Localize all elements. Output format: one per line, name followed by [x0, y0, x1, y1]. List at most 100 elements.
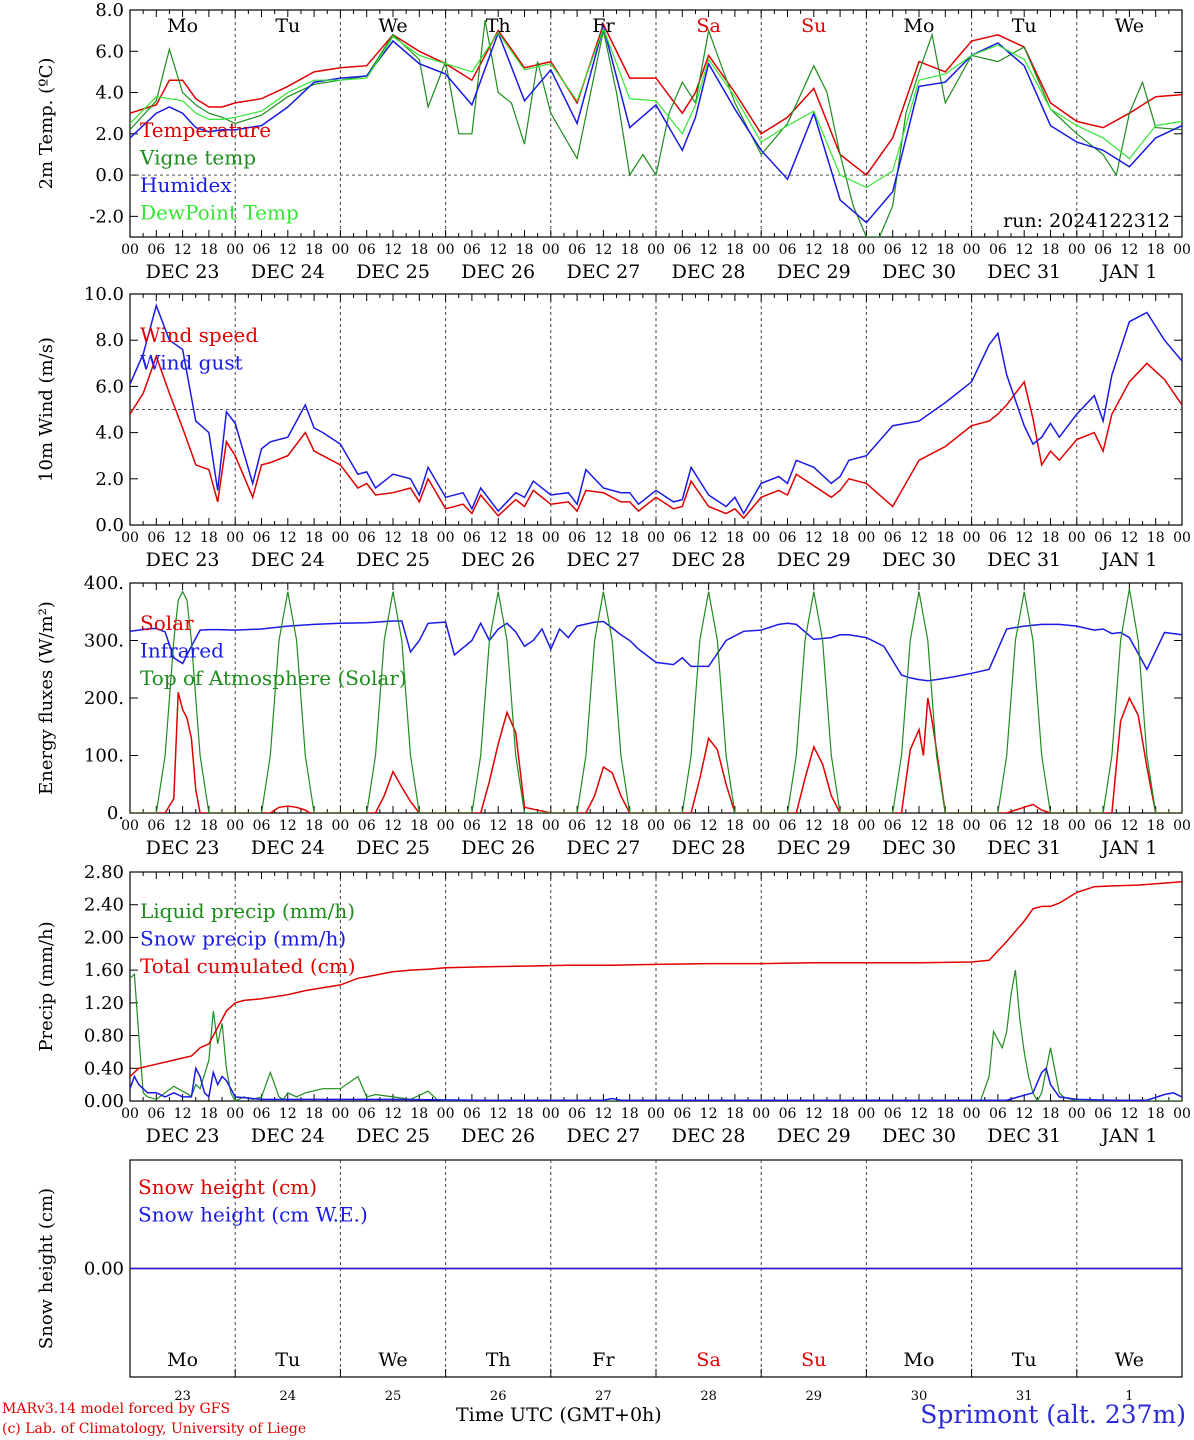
- hour-tick-label: 00: [121, 530, 139, 546]
- hour-tick-label: 18: [726, 530, 744, 546]
- hour-tick-label: 06: [884, 1106, 902, 1122]
- legend-entry: Humidex: [140, 173, 232, 197]
- hour-tick-label: 12: [700, 818, 718, 834]
- legend-entry: Top of Atmosphere (Solar): [140, 666, 407, 690]
- hour-tick-label: 12: [910, 242, 928, 258]
- hour-tick-label: 00: [437, 818, 455, 834]
- hour-tick-label: 12: [910, 818, 928, 834]
- hour-tick-label: 12: [1120, 242, 1138, 258]
- hour-tick-label: 12: [805, 242, 823, 258]
- y-axis-title: 10m Wind (m/s): [36, 337, 57, 482]
- legend-entry: DewPoint Temp: [140, 201, 299, 225]
- date-label: DEC 29: [777, 261, 851, 283]
- day-name-label: We: [378, 1349, 407, 1371]
- hour-tick-label: 00: [437, 1106, 455, 1122]
- date-label: DEC 24: [251, 261, 325, 283]
- y-tick-label: 2.80: [84, 862, 124, 883]
- date-label: JAN 1: [1099, 549, 1157, 571]
- hour-tick-label: 12: [174, 1106, 192, 1122]
- hour-tick-label: 06: [358, 1106, 376, 1122]
- hour-tick-label: 00: [963, 530, 981, 546]
- date-label: DEC 23: [146, 1125, 220, 1147]
- hour-tick-label: 18: [516, 818, 534, 834]
- hour-tick-label: 12: [1120, 1106, 1138, 1122]
- hour-tick-label: 06: [253, 818, 271, 834]
- day-name-label: Mo: [904, 15, 935, 37]
- date-label: DEC 28: [672, 549, 746, 571]
- series-line-total-cumulated-cm-: [130, 881, 1182, 1078]
- hour-tick-label: 12: [805, 1106, 823, 1122]
- series-line-wind-speed: [130, 354, 1182, 520]
- hour-tick-label: 06: [253, 1106, 271, 1122]
- hour-tick-label: 06: [779, 818, 797, 834]
- date-label: DEC 26: [461, 549, 535, 571]
- y-tick-label: 0.00: [84, 1259, 124, 1280]
- date-label: DEC 27: [566, 837, 640, 859]
- hour-tick-label: 06: [147, 530, 165, 546]
- series-line-infrared: [130, 620, 1182, 682]
- y-tick-label: 0.: [107, 803, 124, 824]
- y-tick-label: 6.0: [95, 41, 124, 62]
- y-tick-label: -2.0: [89, 206, 124, 227]
- hour-tick-label: 00: [1068, 242, 1086, 258]
- hour-tick-label: 18: [1147, 530, 1165, 546]
- date-label: DEC 25: [356, 1125, 430, 1147]
- date-label: DEC 26: [461, 261, 535, 283]
- hour-tick-label: 18: [1147, 818, 1165, 834]
- date-label: DEC 23: [146, 837, 220, 859]
- hour-tick-label: 06: [358, 818, 376, 834]
- series-line-top-of-atmosphere-solar-: [130, 588, 1182, 813]
- station-label: Sprimont (alt. 237m): [920, 1400, 1186, 1429]
- run-label: run: 2024122312: [1003, 210, 1170, 232]
- hour-tick-label: 18: [936, 242, 954, 258]
- date-label: DEC 25: [356, 549, 430, 571]
- date-label: DEC 31: [987, 261, 1061, 283]
- series-line-solar: [130, 692, 1182, 813]
- date-label: DEC 24: [251, 549, 325, 571]
- date-label: DEC 29: [777, 837, 851, 859]
- hour-tick-label: 12: [1015, 530, 1033, 546]
- hour-tick-label: 18: [516, 530, 534, 546]
- date-label: DEC 28: [672, 261, 746, 283]
- date-label: DEC 23: [146, 261, 220, 283]
- hour-tick-label: 12: [1015, 242, 1033, 258]
- hour-tick-label: 12: [489, 530, 507, 546]
- hour-tick-label: 12: [279, 1106, 297, 1122]
- date-label: JAN 1: [1099, 1125, 1157, 1147]
- hour-tick-label: 06: [884, 242, 902, 258]
- day-name-label: Tu: [275, 1349, 300, 1371]
- day-name-label: Mo: [904, 1349, 935, 1371]
- day-number-label: 31: [1016, 1389, 1033, 1404]
- legend-entry: Vigne temp: [139, 146, 256, 170]
- hour-tick-label: 00: [1068, 1106, 1086, 1122]
- hour-tick-label: 00: [121, 1106, 139, 1122]
- hour-tick-label: 12: [279, 242, 297, 258]
- y-tick-label: 0.80: [84, 1026, 124, 1047]
- hour-tick-label: 18: [726, 242, 744, 258]
- hour-tick-label: 18: [305, 818, 323, 834]
- date-label: DEC 28: [672, 1125, 746, 1147]
- series-line-liquid-precip-mm-h-: [130, 969, 1182, 1101]
- hour-tick-label: 06: [1094, 530, 1112, 546]
- date-label: DEC 29: [777, 1125, 851, 1147]
- hour-tick-label: 00: [752, 818, 770, 834]
- day-number-label: 27: [595, 1389, 612, 1404]
- hour-tick-label: 18: [200, 1106, 218, 1122]
- y-tick-label: 4.0: [95, 423, 124, 444]
- day-number-label: 24: [280, 1389, 297, 1404]
- day-name-label: We: [1115, 15, 1144, 37]
- hour-tick-label: 12: [1015, 818, 1033, 834]
- date-label: JAN 1: [1099, 837, 1157, 859]
- panel-5: 0.00 Snow height (cm) Snow height (cm) Snow…: [36, 1159, 1183, 1404]
- hour-tick-label: 00: [226, 530, 244, 546]
- legend-entry: Wind speed: [140, 323, 258, 347]
- hour-tick-label: 12: [279, 818, 297, 834]
- hour-tick-label: 06: [779, 242, 797, 258]
- credits-block: MARv3.14 model forced by GFS (c) Lab. of…: [2, 1399, 306, 1439]
- hour-tick-label: 18: [305, 242, 323, 258]
- y-tick-label: 10.0: [84, 284, 124, 305]
- hour-tick-label: 00: [857, 818, 875, 834]
- hour-tick-label: 18: [410, 818, 428, 834]
- legend-entry: Temperature: [140, 118, 271, 142]
